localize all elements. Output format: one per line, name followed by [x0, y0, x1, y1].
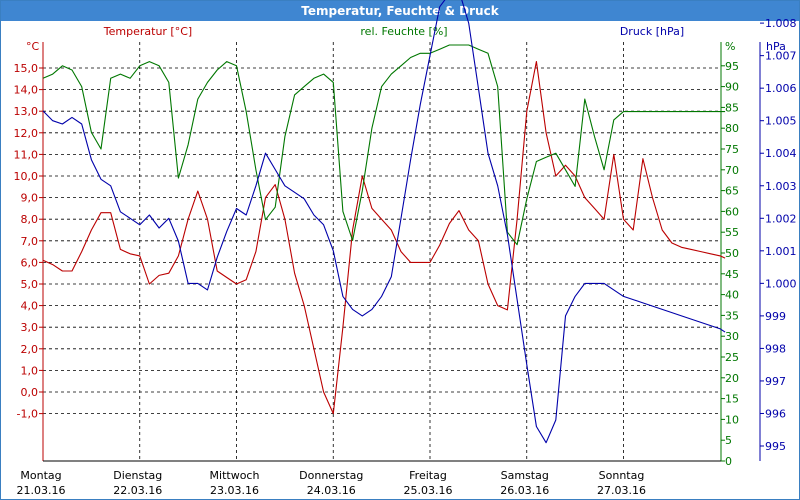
humidity-tick-label: 10	[725, 413, 739, 426]
humidity-unit-label: %	[725, 40, 735, 53]
pressure-tick-label: 1.005	[765, 115, 797, 128]
humidity-tick-label: 40	[725, 289, 739, 302]
chart-grid	[43, 42, 721, 461]
temperature-tick-label: 10,0	[14, 170, 39, 183]
pressure-tick-label: 1.002	[765, 212, 797, 225]
x-tick-date-label: 21.03.16	[17, 484, 66, 497]
humidity-axis-title: rel. Feuchte [%]	[360, 25, 447, 38]
pressure-tick-label: 1.003	[765, 180, 797, 193]
x-tick-date-label: 25.03.16	[404, 484, 453, 497]
temperature-tick-label: 12,0	[14, 127, 39, 140]
temperature-tick-label: 14,0	[14, 84, 39, 97]
humidity-tick-label: 75	[725, 143, 739, 156]
temperature-tick-label: 1,0	[21, 364, 39, 377]
x-tick-day-label: Sonntag	[599, 469, 645, 482]
temperature-series-line	[42, 60, 726, 415]
pressure-tick-label: 997	[765, 375, 786, 388]
temperature-tick-label: 15,0	[14, 62, 39, 75]
humidity-tick-label: 35	[725, 309, 739, 322]
x-axis-labels: Montag 21.03.16 Dienstag 22.03.16 Mittwoch 23…	[17, 469, 646, 497]
pressure-tick-label: 1.007	[765, 50, 797, 63]
pressure-unit-label: hPa	[766, 40, 786, 53]
axis-titles: Temperatur [°C] rel. Feuchte [%] Druck [hP…	[103, 25, 684, 38]
humidity-tick-label: 50	[725, 247, 739, 260]
temperature-unit-label: °C	[26, 40, 40, 53]
pressure-tick-label: 999	[765, 310, 786, 323]
pressure-tick-label: 1.004	[765, 147, 797, 160]
temperature-tick-label: 9,0	[21, 192, 39, 205]
humidity-tick-label: 30	[725, 330, 739, 343]
humidity-tick-label: 90	[725, 81, 739, 94]
x-tick-date-label: 26.03.16	[500, 484, 549, 497]
humidity-tick-label: 15	[725, 393, 739, 406]
temperature-axis-title: Temperatur [°C]	[103, 25, 192, 38]
humidity-tick-label: 95	[725, 60, 739, 73]
x-tick-date-label: 24.03.16	[307, 484, 356, 497]
x-tick-date-label: 22.03.16	[113, 484, 162, 497]
humidity-tick-label: 45	[725, 268, 739, 281]
x-tick-day-label: Donnerstag	[299, 469, 363, 482]
pressure-tick-label: 996	[765, 407, 786, 420]
humidity-tick-label: 25	[725, 351, 739, 364]
pressure-tick-label: 995	[765, 440, 786, 453]
humidity-tick-label: 0	[725, 455, 732, 468]
x-tick-date-label: 27.03.16	[597, 484, 646, 497]
pressure-axis-ticks: 1.0091.0081.0071.0061.0051.0041.0031.002…	[760, 17, 797, 453]
pressure-tick-label: 998	[765, 342, 786, 355]
temperature-tick-label: 8,0	[21, 213, 39, 226]
humidity-tick-label: 5	[725, 434, 732, 447]
humidity-tick-label: 55	[725, 226, 739, 239]
temperature-tick-label: 7,0	[21, 235, 39, 248]
axis-frame	[42, 42, 761, 462]
x-tick-day-label: Samstag	[501, 469, 549, 482]
temperature-axis-ticks: 15,0 14,0 13,0 12,0 11,0 10,0 9,0 8,0 7,0 6,0 5,0 4…	[14, 40, 43, 421]
humidity-tick-label: 20	[725, 372, 739, 385]
pressure-series-line	[42, 0, 726, 444]
pressure-tick-label: 1.000	[765, 277, 797, 290]
x-tick-day-label: Mittwoch	[210, 469, 260, 482]
temperature-tick-label: 5,0	[21, 278, 39, 291]
temperature-tick-label: -1,0	[17, 408, 38, 421]
x-tick-day-label: Dienstag	[113, 469, 162, 482]
pressure-tick-label: 1.001	[765, 245, 797, 258]
x-tick-date-label: 23.03.16	[210, 484, 259, 497]
pressure-tick-label: 1.006	[765, 82, 797, 95]
x-tick-day-label: Montag	[20, 469, 61, 482]
temperature-tick-label: 4,0	[21, 300, 39, 313]
temperature-tick-label: 0,0	[21, 386, 39, 399]
humidity-tick-label: 80	[725, 122, 739, 135]
series-lines	[42, 0, 726, 444]
temperature-tick-label: 11,0	[14, 148, 39, 161]
temperature-tick-label: 2,0	[21, 343, 39, 356]
temperature-tick-label: 6,0	[21, 256, 39, 269]
humidity-tick-label: 85	[725, 101, 739, 114]
pressure-tick-label: 1.008	[765, 17, 797, 30]
temperature-tick-label: 3,0	[21, 321, 39, 334]
humidity-series-line	[42, 44, 726, 246]
temperature-tick-label: 13,0	[14, 105, 39, 118]
x-tick-day-label: Freitag	[409, 469, 447, 482]
humidity-tick-label: 60	[725, 205, 739, 218]
chart-title: Temperatur, Feuchte & Druck	[1, 1, 799, 21]
humidity-tick-label: 65	[725, 185, 739, 198]
humidity-tick-label: 70	[725, 164, 739, 177]
pressure-axis-title: Druck [hPa]	[620, 25, 684, 38]
